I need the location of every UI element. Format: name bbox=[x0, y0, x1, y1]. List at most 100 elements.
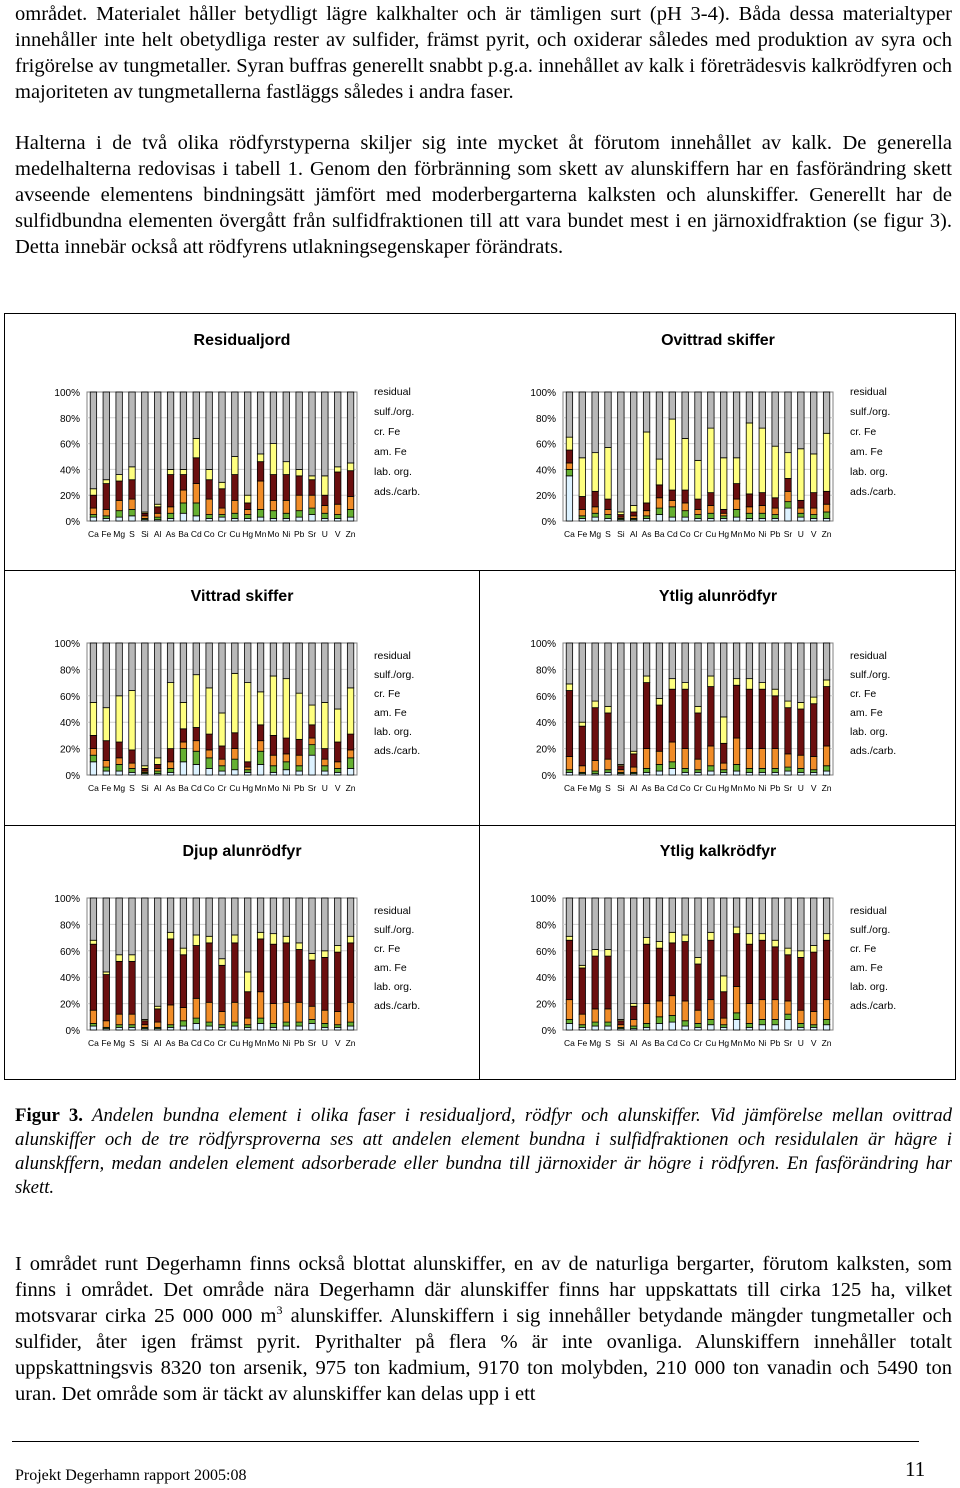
bar-segment-mn bbox=[732, 1012, 741, 1020]
footer-report-name: Projekt Degerhamn rapport 2005:08 bbox=[15, 1467, 247, 1484]
bar-segment-mg bbox=[115, 741, 123, 759]
bar-segment-cr bbox=[694, 1009, 702, 1024]
bar-segment-cu bbox=[231, 934, 239, 944]
y-tick-label: 100% bbox=[54, 388, 80, 399]
x-category-label: Al bbox=[630, 1038, 638, 1048]
x-category-label: Ca bbox=[564, 783, 575, 793]
x-category-label: Hg bbox=[242, 529, 253, 539]
stacked-bar-chart: 0% 20% 40% 60% 80% 100% Ca Fe Mg S Si Al As Ba Cd Co Cr C… bbox=[530, 639, 896, 793]
x-category-label: Cr bbox=[218, 529, 227, 539]
bar-segment-cd bbox=[668, 678, 676, 690]
bar-segment-mg bbox=[591, 1021, 599, 1027]
bar-segment-s bbox=[604, 1021, 612, 1027]
bar-segment-co bbox=[681, 688, 689, 749]
bar-segment-fe bbox=[578, 642, 586, 723]
bar-segment-hg bbox=[244, 897, 252, 973]
bar-segment-cr bbox=[218, 758, 226, 767]
bar-segment-ca bbox=[565, 436, 574, 451]
legend-entry: cr. Fe bbox=[374, 943, 400, 955]
bar-segment-mn bbox=[256, 516, 265, 522]
bar-segment-sr bbox=[308, 754, 316, 776]
x-category-label: As bbox=[642, 783, 652, 793]
bar-segment-mg bbox=[591, 760, 599, 772]
y-tick-label: 60% bbox=[60, 947, 80, 958]
bar-segment-mg bbox=[591, 506, 599, 514]
bar-segment-co bbox=[205, 767, 213, 776]
bar-segment-sr bbox=[784, 1000, 792, 1015]
bar-segment-si bbox=[617, 765, 625, 771]
bar-segment-co bbox=[205, 642, 213, 689]
bar-segment-cu bbox=[231, 942, 239, 1003]
bar-segment-cu bbox=[231, 732, 239, 749]
x-category-label: S bbox=[129, 1038, 135, 1048]
bar-segment-u bbox=[321, 1022, 329, 1028]
bar-segment-mn bbox=[256, 764, 265, 776]
y-tick-label: 20% bbox=[60, 745, 80, 756]
bar-segment-ba bbox=[179, 489, 188, 504]
bar-segment-co bbox=[681, 502, 689, 512]
bar-segment-hg bbox=[244, 494, 252, 504]
x-category-label: Mn bbox=[731, 783, 743, 793]
bar-segment-ba bbox=[179, 748, 188, 763]
bar-segment-as bbox=[166, 897, 175, 933]
bar-segment-ni bbox=[758, 505, 766, 514]
bar-segment-ni bbox=[758, 999, 766, 1020]
legend-entry: residual bbox=[850, 386, 887, 398]
bar-segment-ba bbox=[655, 947, 664, 1002]
bar-segment-sr bbox=[308, 475, 316, 481]
bar-segment-ba bbox=[655, 458, 664, 486]
x-category-label: Ca bbox=[88, 1038, 99, 1048]
bar-segment-mg bbox=[591, 700, 599, 709]
bar-segment-sr bbox=[784, 766, 792, 772]
bar-segment-cr bbox=[218, 770, 226, 776]
bar-segment-zn bbox=[822, 503, 831, 513]
bar-segment-mo bbox=[269, 1003, 278, 1024]
x-category-label: Si bbox=[141, 1038, 149, 1048]
bar-segment-sr bbox=[308, 642, 316, 706]
bar-segment-pb bbox=[771, 946, 779, 1001]
bar-segment-cr bbox=[218, 481, 226, 490]
bar-segment-al bbox=[630, 505, 638, 513]
bar-segment-co bbox=[205, 468, 213, 481]
bar-segment-ni bbox=[758, 1019, 766, 1026]
x-category-label: Hg bbox=[718, 529, 729, 539]
bar-segment-mo bbox=[745, 1003, 754, 1024]
bar-segment-mo bbox=[269, 391, 278, 444]
bar-segment-al bbox=[154, 897, 162, 1007]
x-category-label: Cu bbox=[705, 529, 716, 539]
bar-segment-u bbox=[797, 897, 805, 952]
bar-segment-mg bbox=[115, 695, 123, 743]
bar-segment-hg bbox=[720, 716, 728, 744]
bar-segment-cd bbox=[192, 934, 200, 946]
bar-segment-sr bbox=[784, 478, 792, 492]
y-tick-label: 20% bbox=[536, 745, 556, 756]
bar-segment-ni bbox=[282, 761, 290, 771]
bar-segment-cr bbox=[694, 508, 702, 515]
legend-entry: lab. org. bbox=[374, 466, 412, 478]
x-category-label: Co bbox=[204, 529, 215, 539]
y-tick-label: 0% bbox=[542, 771, 557, 782]
bar-segment-mo bbox=[269, 443, 278, 475]
x-category-label: Cu bbox=[229, 529, 240, 539]
bar-segment-v bbox=[810, 642, 818, 698]
bar-segment-zn bbox=[822, 686, 831, 747]
bar-segment-ca bbox=[565, 939, 574, 1001]
bar-segment-as bbox=[166, 761, 175, 769]
bar-segment-al bbox=[154, 757, 162, 765]
bar-segment-as bbox=[642, 675, 651, 683]
bar-segment-ba bbox=[655, 770, 664, 776]
bar-segment-mn bbox=[256, 642, 265, 693]
bar-segment-fe bbox=[578, 897, 586, 966]
legend-entry: am. Fe bbox=[850, 707, 883, 719]
bar-segment-mn bbox=[732, 457, 741, 484]
bar-segment-mg bbox=[591, 949, 599, 957]
bar-segment-cu bbox=[231, 642, 239, 674]
bar-segment-ca bbox=[89, 754, 98, 763]
x-category-label: Cd bbox=[667, 783, 678, 793]
y-tick-label: 100% bbox=[530, 639, 556, 650]
bar-segment-cr bbox=[218, 642, 226, 714]
x-category-label: Mn bbox=[255, 783, 267, 793]
bar-segment-fe bbox=[102, 974, 110, 1022]
bar-segment-s bbox=[128, 954, 136, 962]
page-number: 11 bbox=[905, 1457, 926, 1481]
